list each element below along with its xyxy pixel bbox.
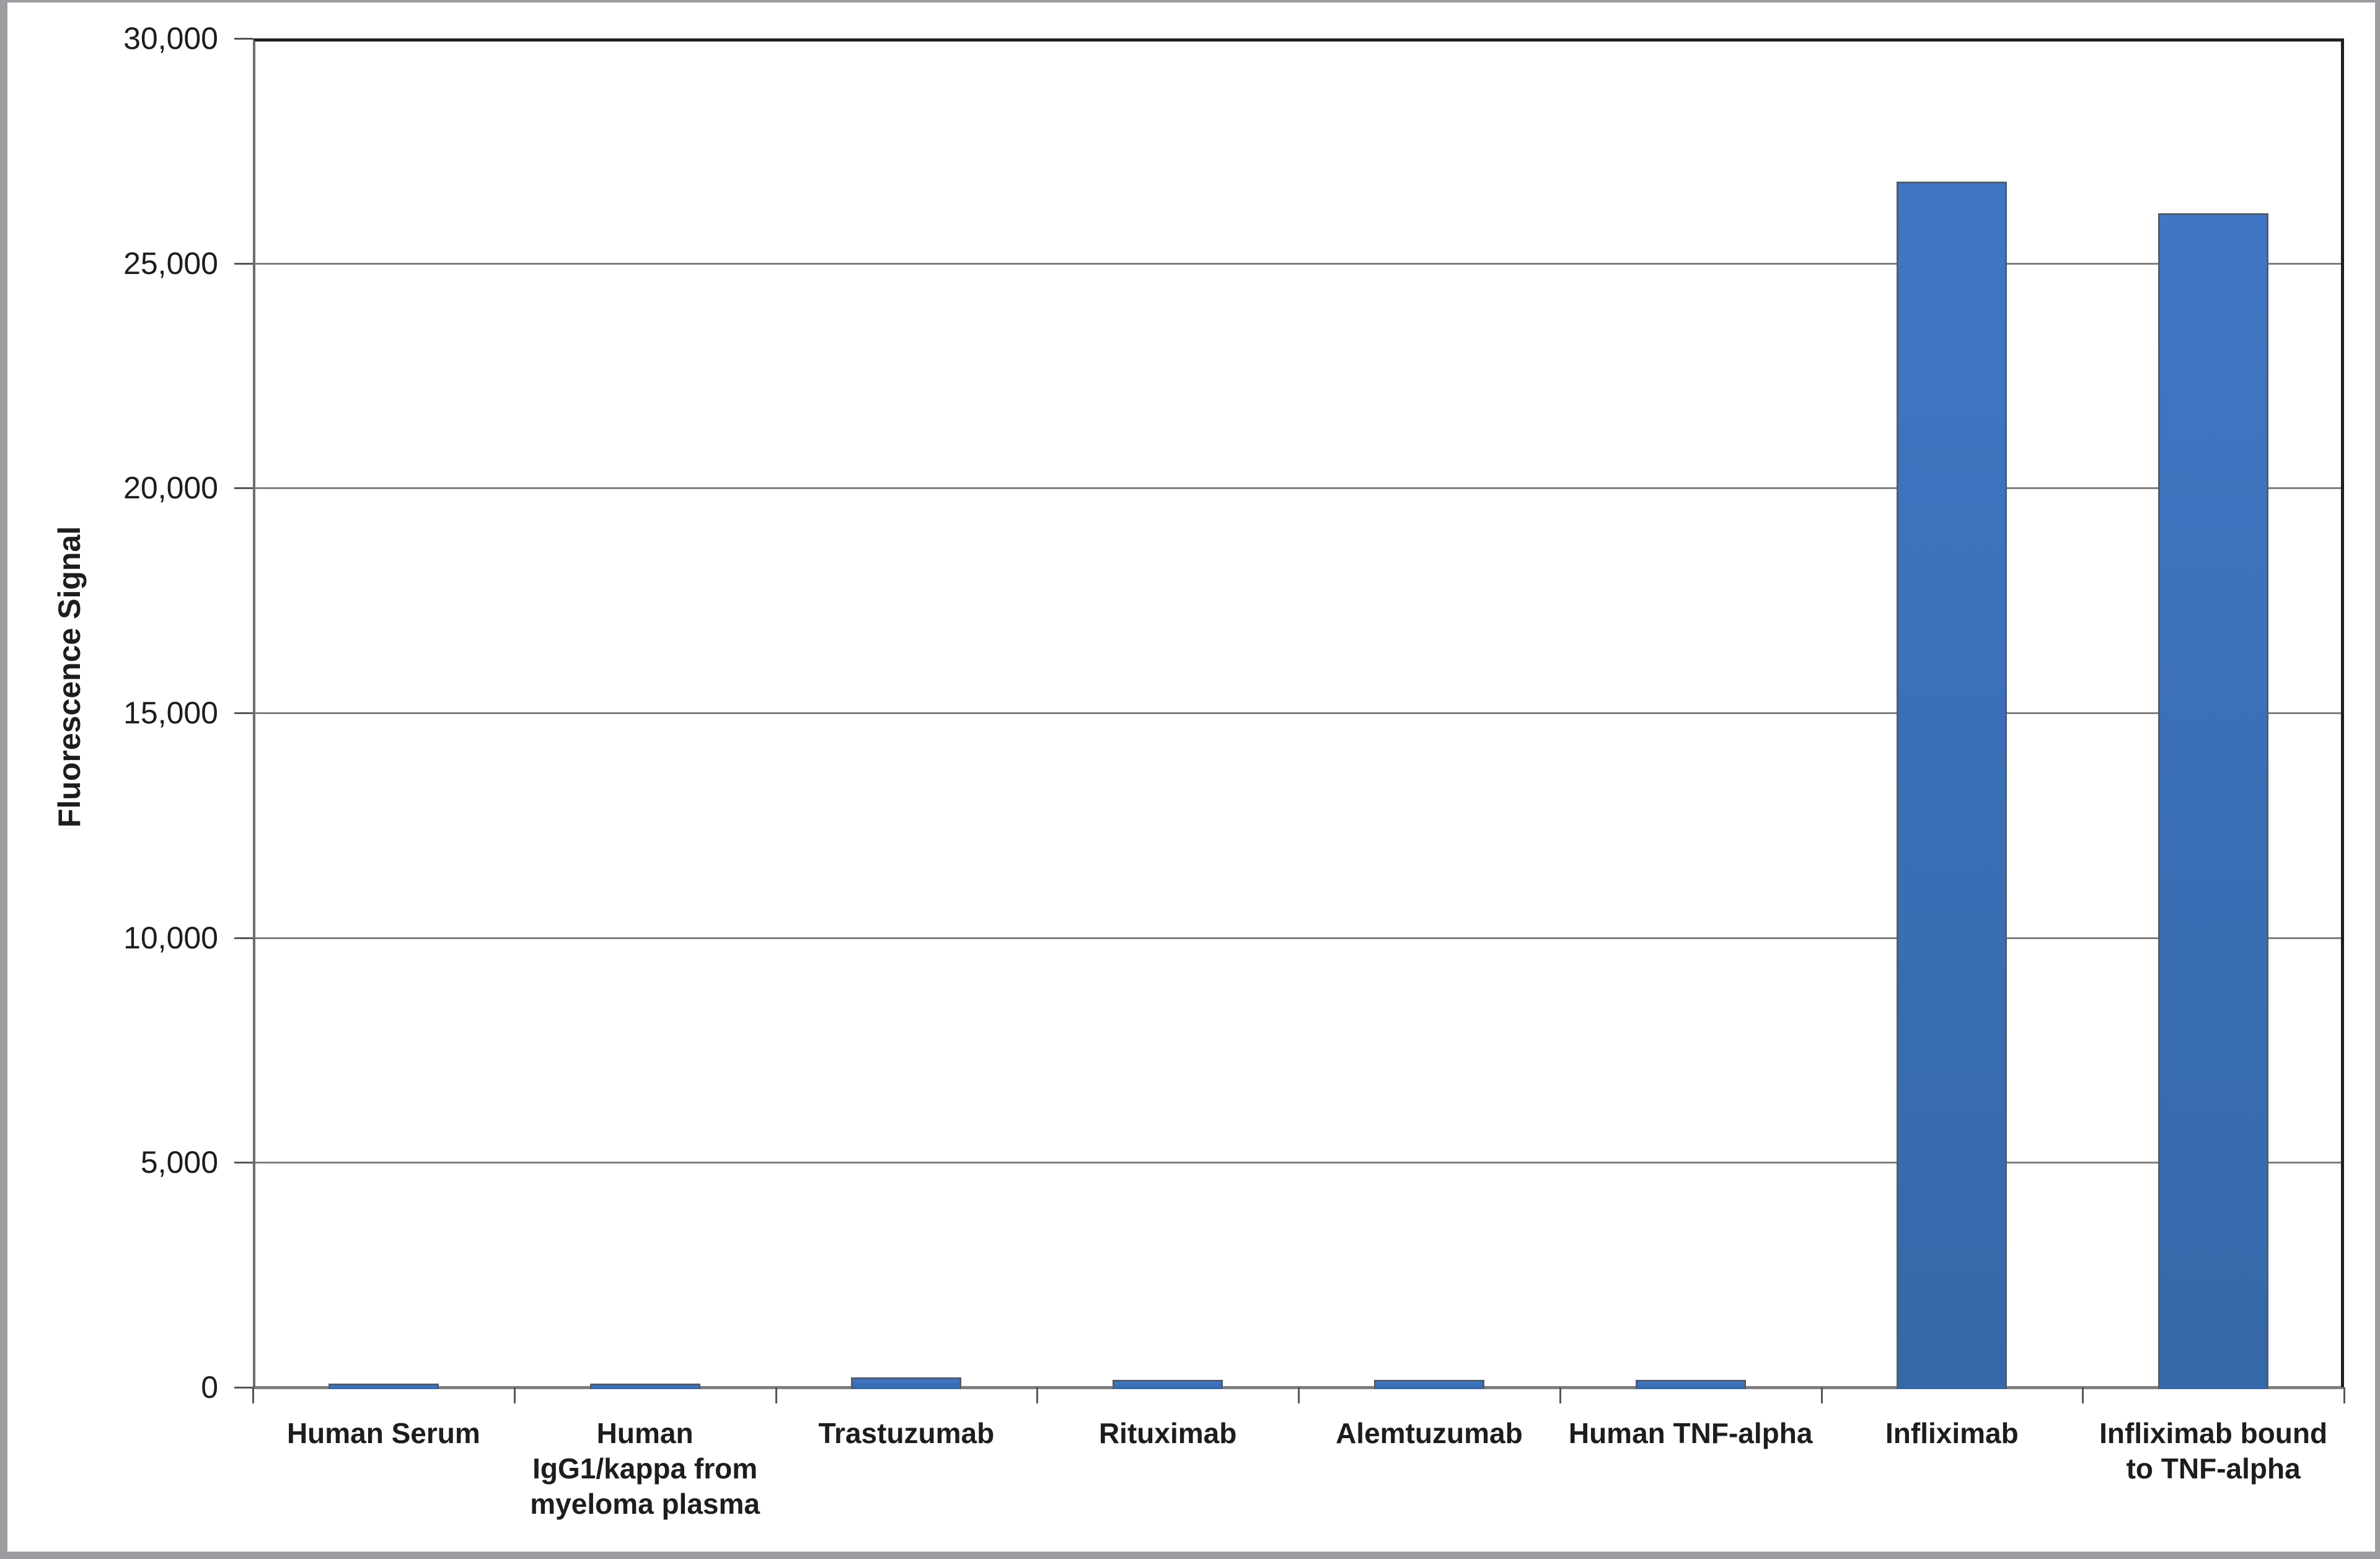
y-tick-label-15000: 15,000 — [123, 696, 218, 730]
x-tick-8 — [2343, 1387, 2345, 1403]
bar-human-igg1-kappa-from-myeloma-plasma — [589, 1383, 700, 1389]
y-tick-label-20000: 20,000 — [123, 470, 218, 506]
x-tick-4 — [1298, 1387, 1300, 1403]
bar-human-serum — [328, 1383, 439, 1389]
category-label-rituximab: Rituximab — [1098, 1417, 1237, 1449]
bar-alemtuzumab — [1373, 1380, 1484, 1389]
x-tick-7 — [2082, 1387, 2084, 1403]
bar-rituximab — [1113, 1380, 1223, 1389]
y-tick-20000 — [234, 487, 253, 490]
y-tick-label-10000: 10,000 — [123, 920, 218, 955]
category-label-infliximab: Infliximab — [1885, 1417, 2019, 1449]
y-tick-25000 — [234, 262, 253, 265]
bar-infliximab-bound-to-tnf-alpha — [2158, 213, 2269, 1389]
plot-area — [253, 38, 2344, 1387]
y-tick-5000 — [234, 1162, 253, 1164]
category-label-human-tnf-alpha: Human TNF-alpha — [1568, 1417, 1813, 1449]
category-label-human-igg1-kappa-from-myeloma-plasma: Human IgG1/kappa from myeloma plasma — [530, 1417, 760, 1520]
x-tick-3 — [1036, 1387, 1039, 1403]
x-tick-2 — [775, 1387, 777, 1403]
bar-infliximab — [1897, 182, 2008, 1389]
gridline-15000 — [253, 712, 2344, 714]
category-label-infliximab-bound-to-tnf-alpha: Infliximab bound to TNF-alpha — [2099, 1417, 2328, 1485]
bar-human-tnf-alpha — [1635, 1380, 1746, 1389]
y-tick-10000 — [234, 937, 253, 939]
y-tick-0 — [234, 1387, 253, 1389]
category-label-human-serum: Human Serum — [286, 1417, 480, 1449]
x-tick-5 — [1559, 1387, 1561, 1403]
x-tick-6 — [1820, 1387, 1823, 1403]
bar-trastuzumab — [851, 1377, 962, 1389]
x-tick-0 — [252, 1387, 254, 1403]
category-label-trastuzumab: Trastuzumab — [818, 1417, 995, 1449]
y-tick-label-25000: 25,000 — [123, 245, 218, 281]
category-label-alemtuzumab: Alemtuzumab — [1336, 1417, 1523, 1449]
gridline-20000 — [253, 487, 2344, 490]
y-tick-30000 — [234, 38, 253, 40]
y-tick-label-5000: 5,000 — [140, 1145, 218, 1180]
x-tick-1 — [513, 1387, 516, 1403]
gridline-10000 — [253, 937, 2344, 939]
y-tick-label-30000: 30,000 — [123, 21, 218, 56]
gridline-5000 — [253, 1162, 2344, 1164]
y-tick-15000 — [234, 712, 253, 714]
y-tick-label-0: 0 — [201, 1370, 218, 1405]
y-axis-title: Fluorescence Signal — [52, 526, 87, 828]
gridline-25000 — [253, 262, 2344, 265]
